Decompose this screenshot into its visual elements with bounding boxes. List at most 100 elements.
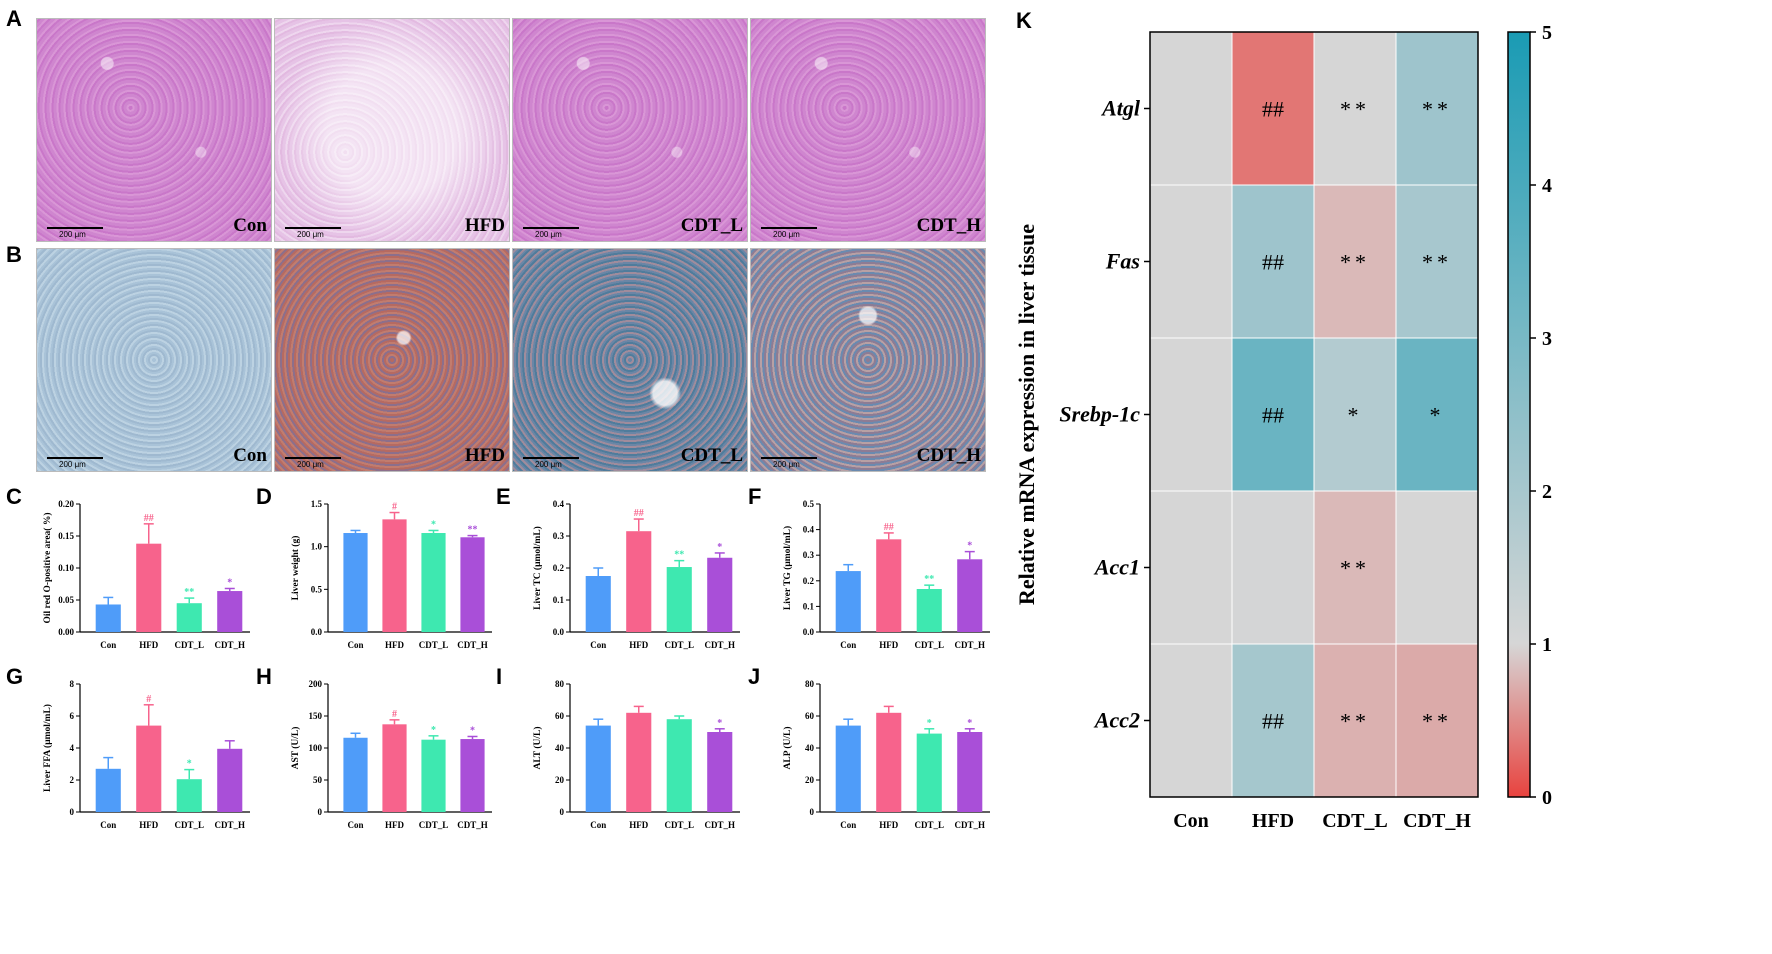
y-tick-label: 0.10 [58,563,74,573]
y-axis-label: Liver weight (g) [290,536,301,601]
x-tick-label: CDT_H [954,820,985,830]
heatmap-cell [1231,337,1315,492]
significance-mark: * [717,542,722,553]
panel-letter-a: A [6,6,22,31]
y-tick-label: 80 [805,679,815,689]
significance-mark: ## [144,513,154,524]
y-tick-label: 50 [313,775,323,785]
micrograph-oro-cdt-h: 200 μm CDT_H [750,248,986,472]
scale-bar [285,227,341,229]
bar-con [585,725,611,812]
heatmap-column-label: CDT_L [1322,810,1388,832]
scale-bar [761,457,817,459]
x-tick-label: Con [347,640,363,650]
x-tick-label: HFD [629,820,648,830]
y-tick-label: 0 [560,807,565,817]
heatmap-column-label: CDT_H [1403,810,1471,832]
y-tick-label: 1.5 [311,499,323,509]
panel-letter-j: J [748,664,761,689]
bar-hfd [382,724,407,812]
y-axis-label: Liver TG (μmol/mL) [782,526,793,610]
y-tick-label: 1.0 [311,542,323,552]
significance-mark: ** [1340,709,1370,734]
bar-con [343,533,368,632]
bar-chart-j: 0 20 40 60 80 ALP (U/L) Con HFD * CDT_L * CDT_H [782,679,990,830]
panel-letter-i: I [496,664,503,689]
heatmap-cell [1149,643,1233,798]
significance-mark: ** [924,574,934,585]
micrograph-label: CDT_L [680,445,743,466]
significance-mark: # [392,502,397,513]
y-axis-label: ALP (U/L) [782,726,793,769]
scale-bar [285,457,341,459]
y-tick-label: 200 [309,679,323,689]
colorbar [1507,31,1531,798]
x-tick-label: Con [590,640,606,650]
bar-cdt-h [707,557,733,632]
y-tick-label: 40 [805,743,815,753]
bar-hfd [382,519,407,632]
significance-mark: ** [1422,709,1452,734]
scale-bar [761,227,817,229]
x-tick-label: CDT_L [664,820,694,830]
significance-mark: * [431,725,436,736]
y-axis-label: Liver TC (μmol/mL) [532,526,543,610]
colorbar-tick-label: 4 [1542,175,1552,197]
bar-cdt-h [217,591,243,632]
significance-mark: * [470,725,475,736]
significance-mark: * [717,718,722,729]
significance-mark: ** [1422,97,1452,122]
heatmap-frame [1149,31,1479,798]
y-tick-label: 0.5 [803,499,815,509]
bar-con [95,604,121,632]
significance-mark: * [227,577,232,588]
panel-letter-c: C [6,484,22,509]
significance-mark: ** [674,550,684,561]
colorbar-tick-label: 0 [1542,787,1552,809]
heatmap-cell [1149,337,1233,492]
heatmap-column-label: HFD [1252,810,1294,832]
significance-mark: ** [468,525,478,536]
y-tick-label: 60 [805,711,815,721]
heatmap-cell [1231,31,1315,186]
bar-cdt-l [666,719,692,812]
y-tick-label: 2 [70,775,75,785]
y-tick-label: 100 [309,743,323,753]
significance-mark: ## [1262,250,1284,275]
y-tick-label: 0.2 [553,563,565,573]
significance-mark: ## [1262,403,1284,428]
colorbar-tick-label: 3 [1542,328,1552,350]
x-tick-label: CDT_L [419,820,449,830]
y-tick-label: 0.20 [58,499,74,509]
heatmap-cell [1149,184,1233,339]
x-tick-label: Con [347,820,363,830]
heatmap-column-label: Con [1173,810,1209,832]
y-tick-label: 0.0 [311,627,323,637]
heatmap-cell [1395,31,1479,186]
significance-mark: ## [1262,709,1284,734]
colorbar-tick-label: 1 [1542,634,1552,656]
heatmap-cell [1313,184,1397,339]
bar-cdt-h [217,748,243,812]
bar-chart-h: 0 50 100 150 200 AST (U/L) Con # HFD * CDT_L * CDT_H [290,679,492,830]
micrograph-label: HFD [464,215,505,236]
y-tick-label: 0.3 [803,550,815,560]
bar-cdt-l [176,779,202,812]
significance-mark: ** [184,587,194,598]
significance-mark: ** [1422,250,1452,275]
bar-chart-d: 0.0 0.5 1.0 1.5 Liver weight (g) Con # HFD * CDT_… [290,499,492,650]
x-tick-label: CDT_H [214,820,245,830]
x-tick-label: CDT_H [954,640,985,650]
y-tick-label: 0.0 [803,627,815,637]
heatmap-row-label: Fas [1105,249,1140,274]
micrograph-label: HFD [464,445,505,466]
x-tick-label: Con [840,640,856,650]
bar-con [835,725,861,812]
micrograph-label: CDT_L [680,215,743,236]
x-tick-label: HFD [139,640,158,650]
x-tick-label: CDT_H [457,640,488,650]
micrograph-he-cdt-l: 200 μm CDT_L [512,18,748,242]
scale-label: 200 μm [535,460,562,469]
scale-label: 200 μm [297,460,324,469]
bar-hfd [626,712,652,812]
